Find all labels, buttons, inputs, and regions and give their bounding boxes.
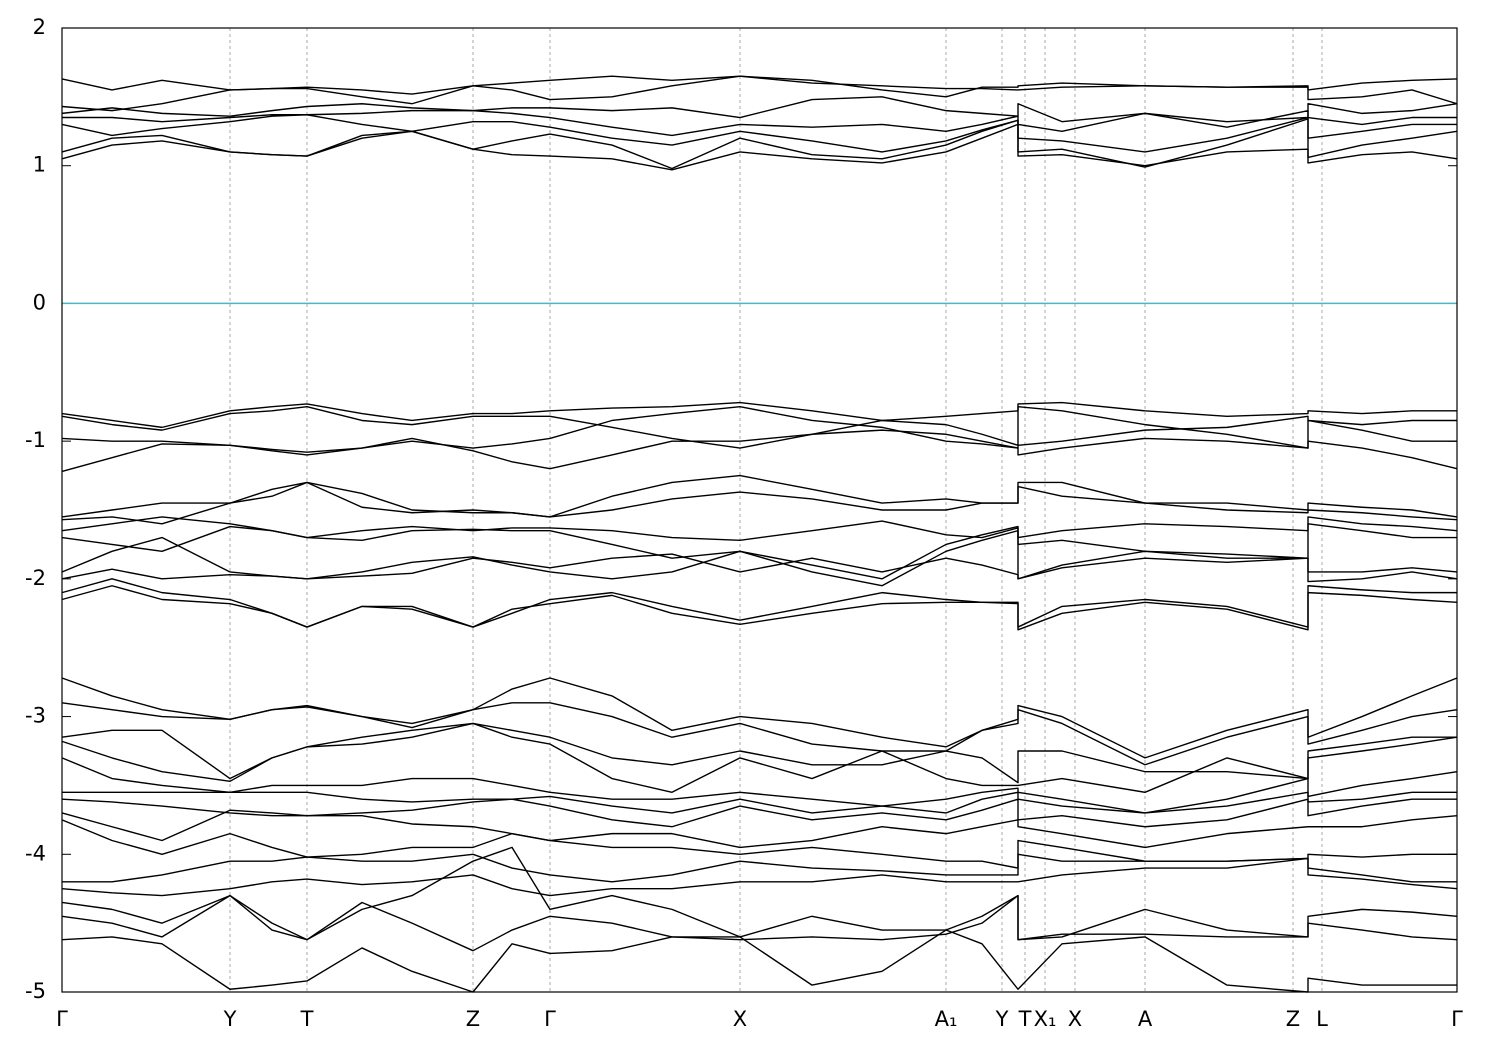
y-tick-label: 2	[33, 15, 46, 39]
plot-frame	[61, 27, 1458, 993]
band-line	[61, 798, 1457, 828]
band-line	[61, 702, 1458, 766]
band-line	[61, 757, 1458, 814]
x-tick-label: Z	[1286, 1007, 1300, 1031]
band-line	[61, 585, 1458, 631]
band-line	[61, 894, 1458, 952]
band-line	[61, 857, 1458, 897]
y-tick-label: 0	[33, 290, 46, 314]
x-tick-label: Γ	[544, 1007, 556, 1031]
x-tick-label: Γ	[56, 1007, 68, 1031]
x-tick-label: X₁	[1034, 1007, 1057, 1031]
x-tick-label: Y	[995, 1007, 1009, 1031]
y-tick-label: -3	[25, 704, 46, 728]
band-line	[61, 429, 1458, 473]
band-line	[61, 406, 1457, 449]
x-tick-label: X	[733, 1007, 747, 1031]
x-tick-label: T	[300, 1007, 314, 1031]
band-line	[62, 791, 1457, 814]
y-tick-label: -5	[25, 979, 46, 1003]
band-line	[61, 809, 1458, 849]
x-tick-label: L	[1316, 1007, 1328, 1031]
band-line	[61, 846, 1458, 941]
band-line	[61, 929, 1457, 993]
y-tick-label: -2	[25, 566, 46, 590]
x-tick-label: Γ	[1451, 1007, 1463, 1031]
x-tick-label: A₁	[935, 1007, 958, 1031]
band-line	[61, 406, 1457, 456]
band-line	[61, 96, 1458, 123]
band-line	[61, 474, 1458, 518]
x-tick-label: Y	[223, 1007, 237, 1031]
band-line	[61, 75, 1458, 98]
band-line	[61, 401, 1457, 429]
x-tick-label: X	[1068, 1007, 1082, 1031]
x-tick-label: T	[1018, 1007, 1032, 1031]
x-tick-label: A	[1138, 1007, 1153, 1031]
band-line	[61, 118, 1458, 170]
band-line	[62, 853, 1457, 883]
y-tick-label: -4	[25, 841, 46, 865]
band-line	[61, 481, 1458, 525]
y-tick-label: 1	[33, 153, 46, 177]
band-line	[61, 553, 1458, 583]
y-tick-label: -1	[25, 428, 46, 452]
band-line	[61, 523, 1457, 580]
x-tick-label: Z	[466, 1007, 480, 1031]
band-line	[61, 722, 1458, 794]
